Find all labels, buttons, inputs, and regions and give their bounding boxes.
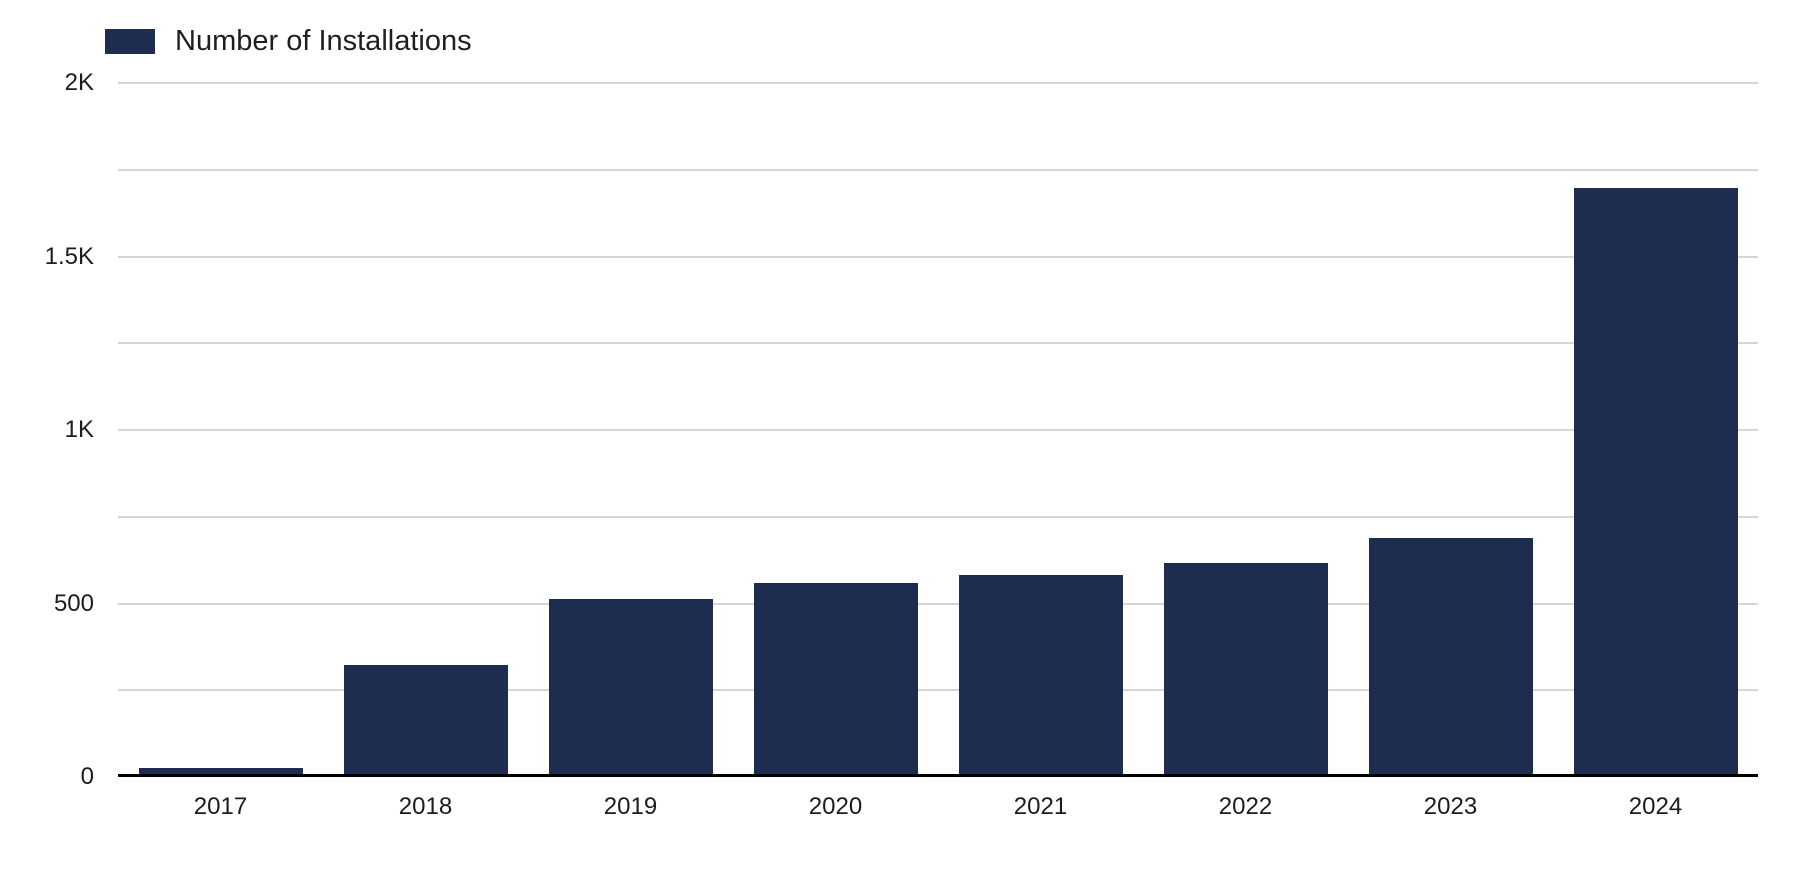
bar-2024[interactable]	[1573, 188, 1738, 777]
x-tick-label-2021: 2021	[1013, 793, 1068, 820]
bar-2017[interactable]	[138, 768, 303, 777]
y-tick-label-0: 0	[80, 763, 94, 790]
x-tick-label-2023: 2023	[1423, 793, 1478, 820]
gridline-1250	[118, 342, 1758, 345]
legend-item-installations[interactable]: Number of Installations	[105, 26, 472, 56]
gridline-500	[118, 602, 1758, 605]
legend-swatch-icon	[105, 28, 155, 54]
y-tick-label-1K: 1K	[64, 416, 94, 443]
y-tick-label-1.5K: 1.5K	[44, 242, 94, 270]
bar-2023[interactable]	[1368, 537, 1533, 777]
gridline-2000	[118, 82, 1758, 84]
x-tick-label-2022: 2022	[1218, 793, 1273, 820]
bar-2019[interactable]	[548, 599, 713, 777]
bar-2020[interactable]	[753, 582, 918, 777]
gridline-1000	[118, 429, 1758, 431]
bar-2022[interactable]	[1163, 563, 1328, 777]
x-tick-label-2019: 2019	[603, 793, 658, 820]
gridline-250	[118, 689, 1758, 692]
x-tick-label-2017: 2017	[193, 793, 248, 820]
bar-2018[interactable]	[343, 664, 508, 777]
x-tick-label-2020: 2020	[808, 793, 863, 820]
bar-2021[interactable]	[958, 575, 1123, 777]
x-tick-label-2018: 2018	[398, 793, 453, 820]
gridline-750	[118, 515, 1758, 518]
y-tick-label-500: 500	[53, 589, 94, 617]
gridline-1750	[118, 168, 1758, 171]
x-tick-label-2024: 2024	[1628, 793, 1683, 820]
gridline-1500	[118, 255, 1758, 258]
y-tick-label-2K: 2K	[64, 69, 94, 96]
x-axis-line	[118, 774, 1758, 777]
legend-label: Number of Installations	[175, 25, 472, 57]
